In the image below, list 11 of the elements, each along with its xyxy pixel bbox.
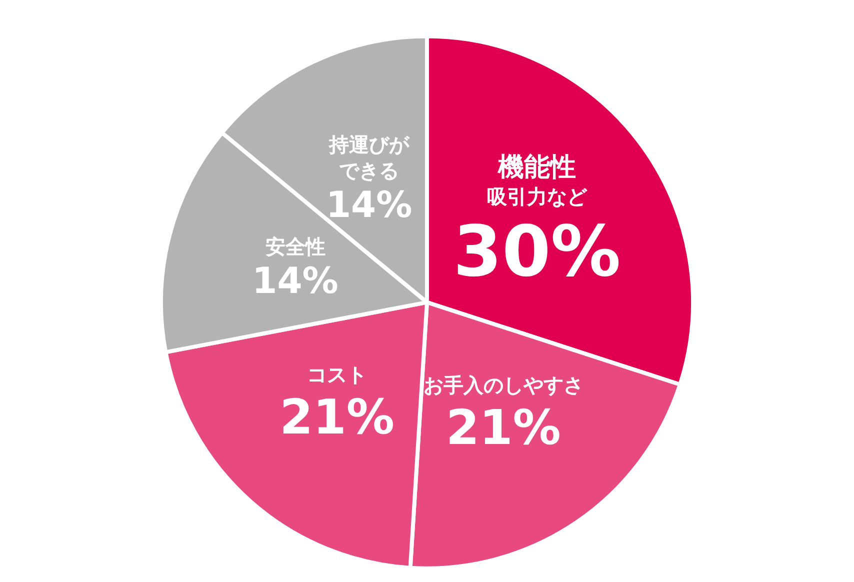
slice-label: 持運びができる <box>328 132 410 182</box>
slice-label: お手入のしやすさ <box>423 372 584 397</box>
data-label: 21% <box>280 389 394 446</box>
text: 吸引力など <box>487 184 588 208</box>
data-label: 21% <box>446 400 561 456</box>
slice-label: 安全性 <box>265 234 326 258</box>
slice-label: 機能性 <box>497 152 576 182</box>
data-label: 30% <box>453 210 621 292</box>
data-label: 14% <box>326 184 412 226</box>
data-label: 14% <box>252 260 338 302</box>
slice-label: コスト <box>307 362 368 386</box>
